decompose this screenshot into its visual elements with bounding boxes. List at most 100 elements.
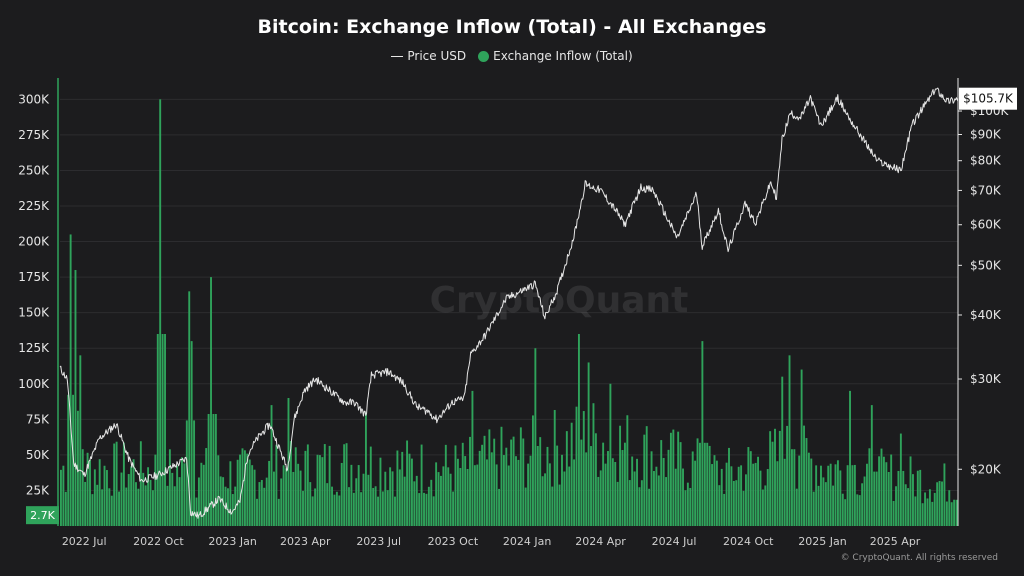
inflow-bar (113, 443, 116, 526)
inflow-bar (253, 469, 256, 526)
inflow-bar (936, 482, 939, 526)
inflow-bar (197, 477, 200, 526)
inflow-bar (570, 422, 573, 526)
inflow-bar (774, 428, 776, 526)
right-tick-label: $30K (970, 372, 1002, 386)
inflow-bar (340, 462, 343, 526)
inflow-bar (212, 414, 215, 526)
legend-item-inflow[interactable]: Exchange Inflow (Total) (478, 49, 633, 63)
inflow-bar (265, 477, 268, 526)
inflow-bar (684, 490, 687, 526)
inflow-bar (713, 455, 716, 526)
inflow-bar (292, 471, 295, 526)
inflow-bar (248, 459, 251, 526)
inflow-bar (740, 465, 743, 526)
inflow-bar (587, 362, 590, 526)
left-tick-label: 150K (18, 306, 50, 320)
inflow-bar (839, 470, 842, 526)
inflow-bar (696, 438, 699, 526)
inflow-bar (827, 465, 830, 526)
inflow-bar (289, 440, 292, 526)
inflow-bar (202, 464, 205, 526)
right-tick-label: $60K (970, 218, 1002, 232)
inflow-bar (781, 376, 784, 526)
inflow-bar (744, 474, 747, 526)
inflow-bar (636, 458, 638, 526)
inflow-bar (904, 484, 907, 526)
inflow-bar (829, 463, 832, 526)
inflow-bar (323, 444, 326, 526)
inflow-bar (834, 464, 837, 526)
inflow-bar (374, 486, 377, 526)
inflow-bar (84, 481, 87, 526)
inflow-bar (892, 500, 895, 526)
inflow-bar (735, 480, 738, 526)
inflow-bar (64, 491, 67, 526)
inflow-bar (447, 467, 450, 526)
inflow-bar (812, 491, 815, 526)
x-tick-label: 2022 Jul (62, 535, 107, 548)
inflow-bar (728, 447, 730, 526)
inflow-bar (795, 488, 798, 526)
inflow-bar (541, 476, 544, 526)
inflow-bar (667, 449, 670, 526)
inflow-bar (282, 465, 285, 526)
inflow-bar (544, 473, 546, 526)
inflow-bar (725, 462, 728, 526)
inflow-bar (522, 438, 525, 526)
inflow-bar (488, 429, 491, 526)
inflow-bar (938, 480, 941, 526)
inflow-bar (69, 234, 72, 526)
inflow-bar (880, 448, 883, 526)
inflow-bar (316, 454, 319, 526)
inflow-bar (273, 471, 275, 526)
x-tick-label: 2023 Oct (428, 535, 479, 548)
inflow-bar (81, 449, 84, 526)
inflow-bar (507, 465, 510, 526)
inflow-bar (594, 433, 597, 526)
legend-item-price[interactable]: Price USD (391, 49, 466, 63)
inflow-bar (747, 447, 750, 526)
inflow-bar (897, 470, 900, 526)
inflow-bar (563, 471, 566, 526)
inflow-bar (386, 490, 389, 526)
inflow-bar (943, 463, 946, 526)
x-tick-label: 2023 Jul (356, 535, 401, 548)
inflow-bar (878, 456, 881, 526)
inflow-bar (139, 441, 142, 526)
inflow-bar (335, 491, 338, 526)
inflow-bar (449, 473, 452, 526)
left-tick-label: 275K (18, 128, 50, 142)
inflow-bar (369, 446, 372, 526)
inflow-bar (377, 496, 379, 526)
left-tick-label: 50K (26, 448, 50, 462)
inflow-bar (604, 463, 607, 526)
inflow-bar (660, 440, 663, 526)
price-line (59, 87, 959, 519)
inflow-bar (86, 452, 89, 526)
right-tick-label: $50K (970, 258, 1002, 272)
inflow-bar (631, 456, 634, 526)
inflow-bar (490, 452, 493, 526)
inflow-bar (565, 431, 568, 526)
inflow-bar (302, 490, 304, 526)
inflow-bar (534, 348, 537, 526)
inflow-bar (844, 499, 847, 526)
inflow-bar (205, 448, 208, 526)
inflow-bar (333, 494, 336, 526)
copyright-text: © CryptoQuant. All rights reserved (840, 553, 998, 563)
inflow-bar (568, 466, 571, 526)
inflow-bar (328, 445, 331, 526)
inflow-bar (539, 437, 542, 526)
inflow-bar (268, 460, 271, 526)
inflow-bar (304, 450, 307, 526)
inflow-bar (933, 492, 936, 526)
inflow-bar (483, 435, 486, 526)
inflow-bar (444, 444, 447, 526)
inflow-bar (493, 438, 496, 526)
inflow-bar (430, 479, 433, 526)
inflow-bar (495, 464, 498, 526)
inflow-bar (137, 488, 140, 526)
inflow-bar (171, 472, 174, 526)
